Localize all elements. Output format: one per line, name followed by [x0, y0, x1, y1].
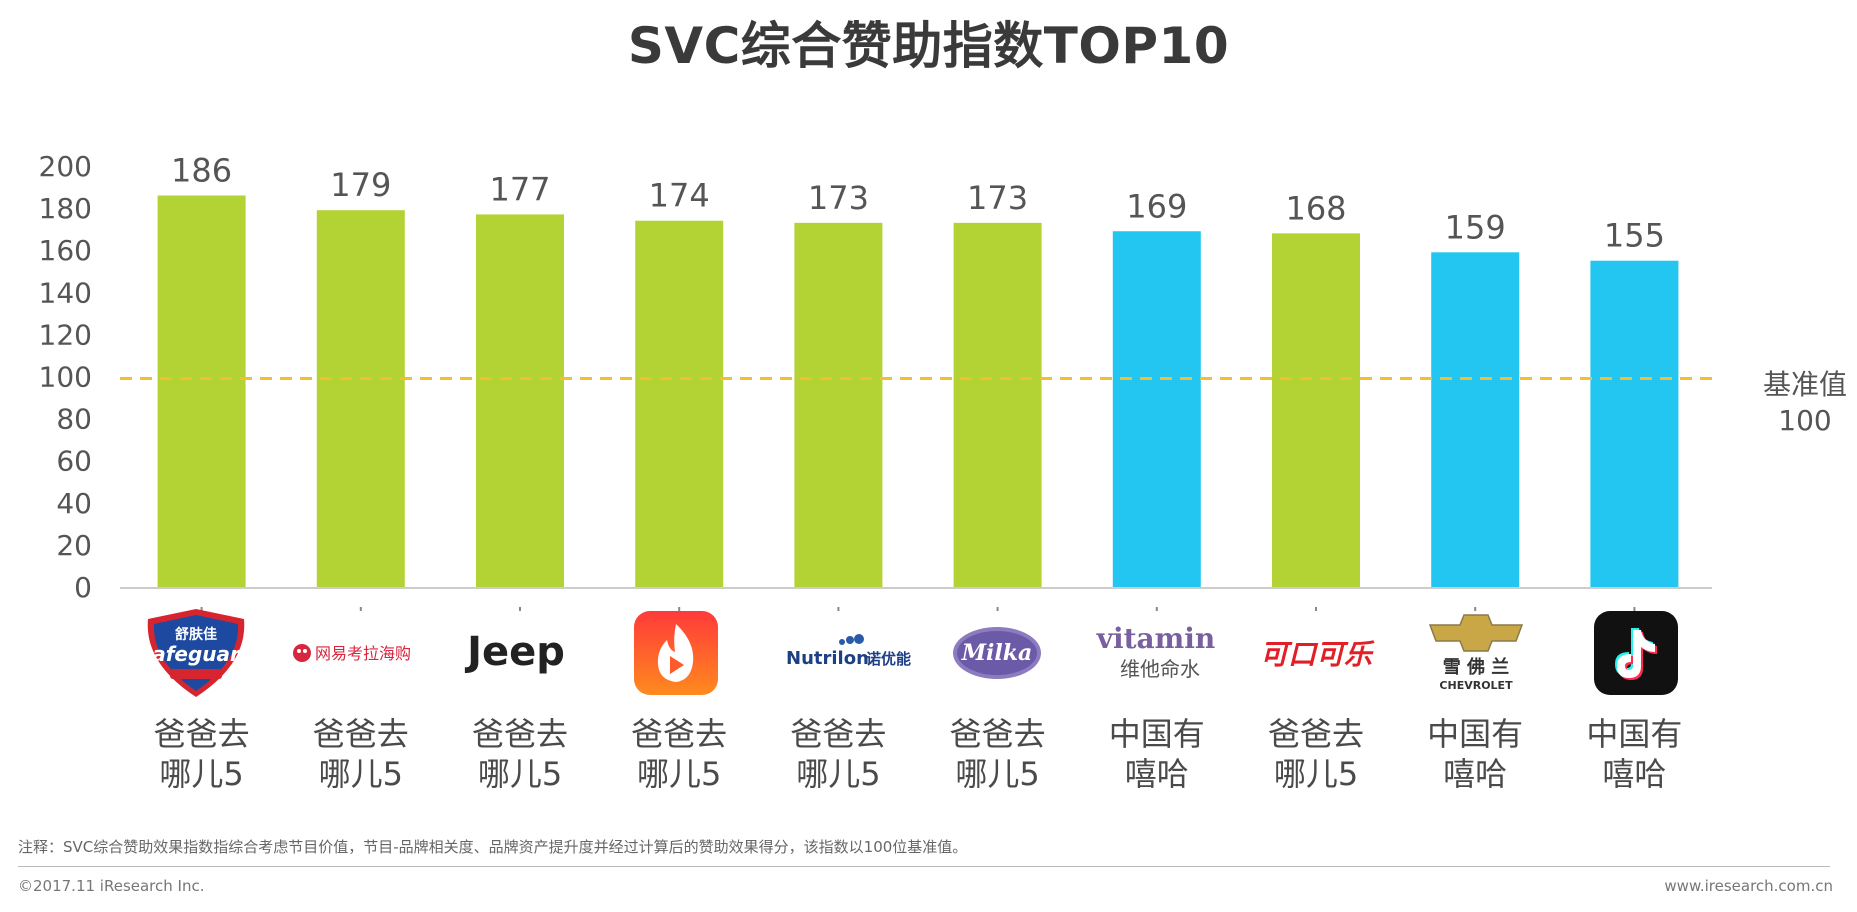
nutrilon-logo: Nutrilon 诺优能 — [766, 603, 916, 703]
bar — [1272, 233, 1360, 588]
safeguard-cn-text: 舒肤佳 — [175, 626, 217, 643]
safeguard-en-text: Safeguard — [138, 642, 255, 666]
program-label-line: 爸爸去 — [790, 715, 887, 753]
program-label-line: 哪儿5 — [796, 755, 881, 793]
program-label-line: 爸爸去 — [471, 715, 568, 753]
website: www.iresearch.com.cn — [1664, 877, 1833, 895]
coke-text: 可口可乐 — [1260, 638, 1375, 671]
chart-title: SVC综合赞助指数TOP10 — [627, 17, 1230, 75]
y-tick-label: 160 — [39, 234, 92, 267]
program-label: 爸爸去 哪儿5 — [127, 714, 277, 794]
program-label-line: 爸爸去 — [949, 715, 1046, 753]
footnote: 注释：SVC综合赞助效果指数指综合考虑节目价值，节目-品牌相关度、品牌资产提升度… — [18, 838, 968, 856]
bar — [953, 222, 1042, 587]
nutrilon-cn-text: 诺优能 — [866, 650, 911, 668]
y-tick-label: 40 — [56, 487, 92, 520]
program-label: 爸爸去 哪儿5 — [445, 714, 595, 794]
program-label-line: 嘻哈 — [1443, 755, 1508, 793]
footer-divider — [18, 866, 1830, 867]
bar-value-label: 186 — [171, 151, 232, 189]
bar — [476, 214, 564, 588]
program-label-line: 哪儿5 — [318, 755, 403, 793]
bar-chart: 0 20 40 60 80 100 120 140 160 180 200 186 179 177 174 1… — [39, 150, 1716, 611]
program-label-line: 嘻哈 — [1602, 755, 1667, 793]
vitamin-cn-text: 维他命水 — [1120, 657, 1200, 681]
nutrilon-text: Nutrilon — [786, 648, 869, 669]
jeep-logo: Jeep — [446, 603, 586, 703]
program-label-line: 嘻哈 — [1124, 755, 1189, 793]
program-label-line: 中国有 — [1108, 715, 1205, 753]
program-label-line: 哪儿5 — [159, 755, 244, 793]
coca-cola-logo: 可口可乐 — [1246, 603, 1386, 703]
bar — [157, 195, 246, 587]
bar-value-label: 173 — [808, 179, 869, 217]
bar-value-label: 159 — [1445, 208, 1506, 246]
reference-label-text: 基准值 — [1762, 368, 1847, 401]
program-label: 爸爸去 哪儿5 — [923, 714, 1073, 794]
program-label: 中国有 嘻哈 — [1559, 714, 1709, 794]
y-tick-label: 200 — [39, 150, 92, 183]
program-label-line: 中国有 — [1586, 715, 1683, 753]
bar — [1590, 260, 1679, 587]
y-tick-label: 140 — [39, 276, 92, 309]
program-label: 爸爸去 哪儿5 — [763, 714, 913, 794]
program-label-line: 爸爸去 — [1267, 715, 1364, 753]
program-label: 爸爸去 哪儿5 — [1241, 714, 1391, 794]
program-label-line: 爸爸去 — [312, 715, 409, 753]
reference-label-value: 100 — [1778, 404, 1832, 437]
kaola-logo: 网易考拉海购 — [291, 603, 441, 703]
program-label-line: 爸爸去 — [631, 715, 728, 753]
bar-value-label: 169 — [1126, 187, 1187, 225]
vitamin-text: vitamin — [1096, 622, 1215, 655]
program-label-line: 中国有 — [1427, 715, 1524, 753]
program-label: 爸爸去 哪儿5 — [286, 714, 436, 794]
program-label-line: 哪儿5 — [955, 755, 1040, 793]
y-tick-label: 60 — [56, 445, 92, 478]
bar — [1431, 252, 1520, 587]
program-label-line: 哪儿5 — [477, 755, 563, 793]
safeguard-logo: 舒肤佳 Safeguard — [126, 603, 266, 703]
bar — [316, 210, 405, 587]
jeep-text: Jeep — [464, 629, 565, 675]
douyin-logo — [1566, 603, 1706, 703]
y-tick-label: 20 — [56, 529, 92, 562]
bar — [635, 220, 724, 588]
copyright: ©2017.11 iResearch Inc. — [18, 877, 205, 895]
bar — [794, 222, 883, 587]
bar-value-label: 168 — [1285, 189, 1346, 227]
program-label: 爸爸去 哪儿5 — [604, 714, 754, 794]
program-label-line: 哪儿5 — [1273, 755, 1359, 793]
chevrolet-logo: 雪 佛 兰 CHEVROLET — [1406, 603, 1546, 703]
program-label-line: 爸爸去 — [153, 715, 250, 753]
chevy-en-text: CHEVROLET — [1439, 679, 1513, 692]
program-label: 中国有 嘻哈 — [1082, 714, 1232, 794]
milka-text: Milka — [961, 640, 1033, 666]
chevy-cn-text: 雪 佛 兰 — [1443, 656, 1510, 678]
bar — [1112, 231, 1201, 587]
y-tick-label: 80 — [56, 403, 92, 436]
y-tick-label: 120 — [39, 318, 92, 351]
milka-logo: Milka — [927, 603, 1067, 703]
bar-value-label: 173 — [967, 179, 1028, 217]
program-label-line: 哪儿5 — [637, 755, 722, 793]
y-tick-label: 100 — [39, 361, 92, 394]
huoshan-logo — [606, 603, 746, 703]
bar-value-label: 177 — [489, 170, 550, 208]
bar-value-label: 155 — [1604, 217, 1665, 255]
y-tick-label: 0 — [74, 571, 92, 604]
program-label: 中国有 嘻哈 — [1400, 714, 1550, 794]
vitamin-water-logo: vitamin 维他命水 — [1086, 603, 1226, 703]
y-tick-label: 180 — [39, 192, 92, 225]
bar-value-label: 179 — [330, 166, 391, 204]
reference-label: 基准值 100 — [1755, 367, 1855, 439]
kaola-text: 网易考拉海购 — [315, 644, 411, 663]
bar-value-label: 174 — [649, 177, 710, 215]
